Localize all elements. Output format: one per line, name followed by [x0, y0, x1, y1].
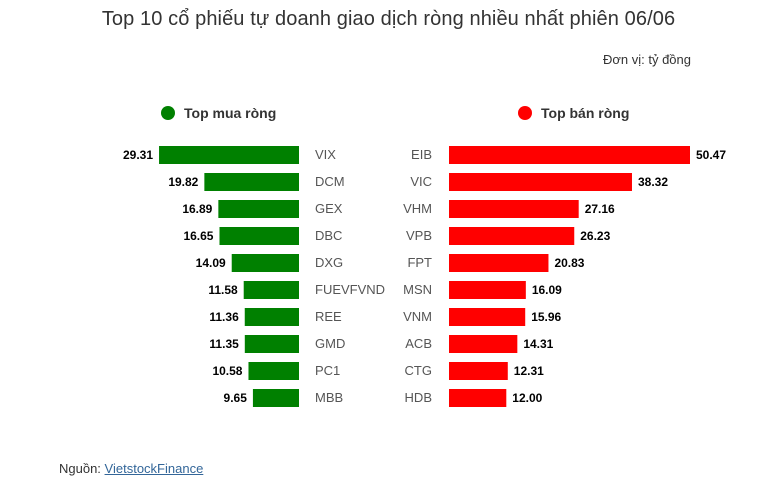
category-label-sell: MSN — [403, 282, 432, 297]
bar-sell-vhm — [449, 200, 579, 218]
bar-buy-vix — [159, 146, 299, 164]
data-label-sell: 14.31 — [523, 337, 553, 351]
data-label-buy: 29.31 — [123, 148, 153, 162]
category-label-sell: EIB — [411, 147, 432, 162]
data-label-buy: 11.36 — [209, 310, 239, 324]
data-label-buy: 16.65 — [183, 229, 213, 243]
data-label-sell: 27.16 — [585, 202, 615, 216]
bar-sell-msn — [449, 281, 526, 299]
category-label-buy: VIX — [315, 147, 336, 162]
category-label-buy: REE — [315, 309, 342, 324]
bar-buy-dxg — [231, 254, 299, 272]
bar-buy-gmd — [244, 335, 299, 353]
bar-sell-vnm — [449, 308, 526, 326]
bar-sell-acb — [449, 335, 518, 353]
bar-sell-eib — [449, 146, 690, 164]
data-label-sell: 26.23 — [580, 229, 610, 243]
bar-sell-vic — [449, 173, 632, 191]
category-label-sell: VPB — [406, 228, 432, 243]
bar-buy-dcm — [204, 173, 299, 191]
category-label-sell: HDB — [405, 390, 432, 405]
bar-sell-vpb — [449, 227, 575, 245]
bar-buy-pc1 — [248, 362, 299, 380]
category-label-buy: PC1 — [315, 363, 340, 378]
unit-label: Đơn vị: tỷ đồng — [602, 52, 691, 67]
data-label-buy: 19.82 — [168, 175, 198, 189]
category-label-buy: GEX — [315, 201, 343, 216]
bar-buy-dbc — [219, 227, 299, 245]
data-label-sell: 12.31 — [514, 364, 544, 378]
chart-title: Top 10 cổ phiếu tự doanh giao dịch ròng … — [101, 8, 676, 30]
bar-buy-fuevfvnd — [243, 281, 299, 299]
category-label-sell: FPT — [407, 255, 432, 270]
data-label-buy: 11.35 — [209, 337, 239, 351]
category-label-sell: VIC — [410, 174, 432, 189]
bar-sell-ctg — [449, 362, 508, 380]
legend-label-buy: Top mua ròng — [184, 105, 276, 121]
category-label-sell: VHM — [403, 201, 432, 216]
legend-label-sell: Top bán ròng — [541, 105, 629, 121]
source-note: Nguồn: VietstockFinance — [59, 461, 203, 476]
bar-buy-gex — [218, 200, 299, 218]
category-label-buy: GMD — [315, 336, 345, 351]
legend-dot-buy — [161, 106, 175, 120]
category-label-sell: VNM — [403, 309, 432, 324]
category-label-buy: DCM — [315, 174, 345, 189]
bar-buy-mbb — [252, 389, 299, 407]
bar-sell-fpt — [449, 254, 549, 272]
data-label-buy: 11.58 — [208, 283, 238, 297]
data-label-sell: 12.00 — [512, 391, 542, 405]
data-label-buy: 16.89 — [182, 202, 212, 216]
data-label-buy: 10.58 — [212, 364, 242, 378]
data-label-sell: 50.47 — [696, 148, 726, 162]
bar-buy-ree — [244, 308, 299, 326]
category-label-buy: MBB — [315, 390, 343, 405]
category-label-sell: CTG — [405, 363, 432, 378]
category-label-buy: DXG — [315, 255, 343, 270]
data-label-buy: 14.09 — [196, 256, 226, 270]
data-label-sell: 20.83 — [554, 256, 584, 270]
category-label-buy: DBC — [315, 228, 342, 243]
data-label-buy: 9.65 — [224, 391, 248, 405]
data-label-sell: 15.96 — [531, 310, 561, 324]
bar-sell-hdb — [449, 389, 507, 407]
source-prefix: Nguồn: — [59, 461, 105, 476]
source-link[interactable]: VietstockFinance — [104, 461, 204, 476]
data-label-sell: 38.32 — [638, 175, 668, 189]
category-label-buy: FUEVFVND — [315, 282, 385, 297]
data-label-sell: 16.09 — [532, 283, 562, 297]
category-label-sell: ACB — [405, 336, 432, 351]
legend-dot-sell — [518, 106, 532, 120]
